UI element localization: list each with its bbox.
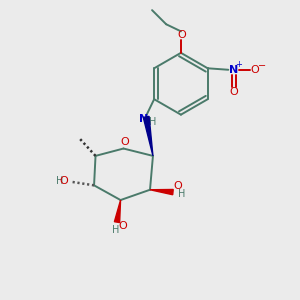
Text: N: N bbox=[229, 65, 238, 75]
Text: N: N bbox=[139, 114, 148, 124]
Text: H: H bbox=[178, 189, 185, 199]
Polygon shape bbox=[143, 116, 153, 156]
Text: O: O bbox=[250, 65, 259, 75]
Text: +: + bbox=[236, 60, 242, 69]
Polygon shape bbox=[114, 200, 121, 223]
Text: O: O bbox=[229, 87, 238, 97]
Text: −: − bbox=[257, 61, 266, 71]
Text: O: O bbox=[118, 221, 127, 231]
Text: H: H bbox=[149, 117, 156, 127]
Text: H: H bbox=[112, 225, 119, 236]
Text: O: O bbox=[173, 181, 182, 191]
Polygon shape bbox=[150, 190, 173, 195]
Text: O: O bbox=[60, 176, 68, 186]
Text: H: H bbox=[56, 176, 63, 186]
Text: O: O bbox=[121, 137, 129, 147]
Text: O: O bbox=[177, 30, 186, 40]
